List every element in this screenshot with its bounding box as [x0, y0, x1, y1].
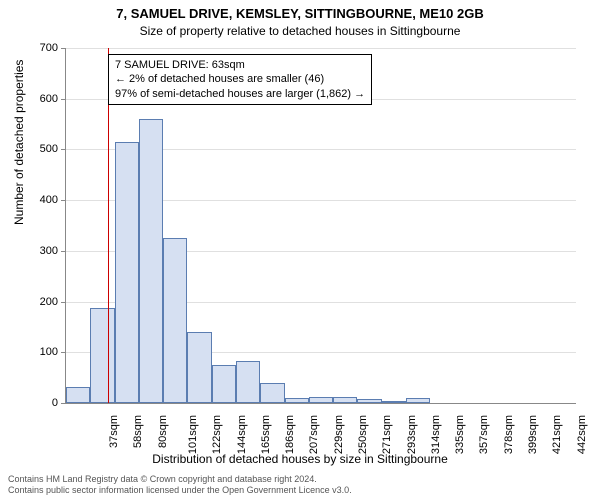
annotation-line-1: 7 SAMUEL DRIVE: 63sqm [115, 58, 365, 72]
xtick-label: 122sqm [211, 415, 223, 454]
xtick-label: 101sqm [187, 415, 199, 454]
ytick-label: 700 [18, 42, 58, 54]
xtick-label: 399sqm [527, 415, 539, 454]
footer-line-2: Contains public sector information licen… [8, 485, 352, 496]
xtick-label: 271sqm [381, 415, 393, 454]
footer-line-1: Contains HM Land Registry data © Crown c… [8, 474, 352, 485]
histogram-bar [66, 387, 90, 403]
histogram-bar [309, 397, 333, 403]
histogram-bar [285, 398, 309, 403]
ytick-label: 200 [18, 296, 58, 308]
xtick-label: 37sqm [108, 415, 120, 448]
annotation-box: 7 SAMUEL DRIVE: 63sqm ← 2% of detached h… [108, 54, 372, 105]
xtick-label: 378sqm [503, 415, 515, 454]
histogram-bar [236, 361, 260, 403]
xtick-label: 165sqm [260, 415, 272, 454]
xtick-label: 229sqm [333, 415, 345, 454]
grid-line [66, 48, 576, 49]
histogram-bar [90, 308, 114, 403]
xtick-label: 207sqm [309, 415, 321, 454]
xtick-label: 442sqm [576, 415, 588, 454]
xtick-label: 186sqm [284, 415, 296, 454]
ytick-label: 500 [18, 143, 58, 155]
histogram-bar [187, 332, 211, 403]
xtick-label: 293sqm [406, 415, 418, 454]
ytick-mark [61, 403, 65, 404]
histogram-bar [212, 365, 236, 403]
histogram-bar [115, 142, 139, 403]
ytick-label: 100 [18, 346, 58, 358]
ytick-mark [61, 200, 65, 201]
xtick-label: 250sqm [357, 415, 369, 454]
ytick-mark [61, 352, 65, 353]
ytick-mark [61, 99, 65, 100]
chart-title-sub: Size of property relative to detached ho… [0, 24, 600, 38]
ytick-mark [61, 302, 65, 303]
ytick-mark [61, 48, 65, 49]
histogram-bar [333, 397, 357, 403]
xtick-label: 314sqm [430, 415, 442, 454]
histogram-bar [406, 398, 430, 403]
ytick-label: 600 [18, 93, 58, 105]
histogram-bar [382, 401, 406, 403]
annotation-line-2: ← 2% of detached houses are smaller (46) [115, 72, 365, 86]
histogram-bar [139, 119, 163, 403]
xtick-label: 144sqm [236, 415, 248, 454]
histogram-bar [357, 399, 381, 403]
histogram-bar [163, 238, 187, 403]
ytick-mark [61, 251, 65, 252]
annotation-line-3: 97% of semi-detached houses are larger (… [115, 87, 365, 101]
chart-title-main: 7, SAMUEL DRIVE, KEMSLEY, SITTINGBOURNE,… [0, 6, 600, 21]
ytick-label: 0 [18, 397, 58, 409]
histogram-bar [260, 383, 284, 403]
ytick-label: 300 [18, 245, 58, 257]
xtick-label: 335sqm [454, 415, 466, 454]
xtick-label: 58sqm [132, 415, 144, 448]
ytick-mark [61, 149, 65, 150]
ytick-label: 400 [18, 194, 58, 206]
xtick-label: 421sqm [551, 415, 563, 454]
xtick-label: 80sqm [157, 415, 169, 448]
xtick-label: 357sqm [479, 415, 491, 454]
footer-attribution: Contains HM Land Registry data © Crown c… [8, 474, 352, 496]
